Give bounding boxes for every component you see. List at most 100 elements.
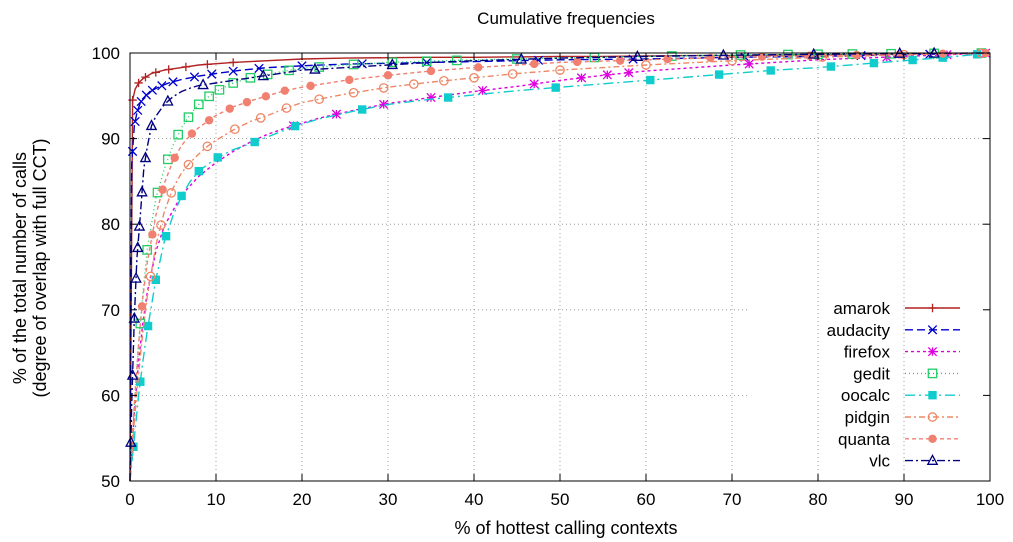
- x-tick-label: 20: [293, 490, 312, 509]
- data-point-quanta: [852, 50, 861, 60]
- x-axis-label: % of hottest calling contexts: [454, 518, 677, 538]
- legend-label: vlc: [869, 452, 890, 471]
- data-point-quanta: [225, 104, 234, 113]
- data-point-quanta: [426, 66, 436, 76]
- legend-entry-oocalc: oocalc: [841, 386, 960, 405]
- y-tick-label: 60: [101, 386, 120, 405]
- data-point-firefox: [426, 92, 436, 103]
- y-axis-label: % of the total number of calls: [10, 152, 30, 384]
- data-point-amarok: [181, 62, 191, 72]
- data-point-vlc: [131, 241, 144, 253]
- data-point-oocalc: [869, 58, 879, 68]
- legend-marker: [928, 434, 937, 443]
- data-point-pidgin: [166, 188, 177, 198]
- data-point-oocalc: [161, 231, 171, 241]
- data-point-audacity: [136, 96, 146, 107]
- data-point-gedit: [193, 99, 204, 110]
- chart-title: Cumulative frequencies: [477, 9, 655, 28]
- data-point-oocalc: [250, 137, 259, 147]
- legend-entry-gedit: gedit: [853, 364, 960, 383]
- data-point-quanta: [474, 63, 483, 72]
- data-point-firefox: [529, 79, 539, 89]
- data-point-audacity: [141, 90, 151, 100]
- data-point-gedit: [451, 55, 462, 66]
- series-pidgin: [129, 48, 991, 482]
- data-point-pidgin: [555, 65, 565, 75]
- data-point-gedit: [284, 65, 294, 76]
- data-point-oocalc: [143, 321, 153, 331]
- data-point-vlc: [309, 62, 321, 74]
- data-point-quanta: [663, 55, 672, 64]
- data-point-pidgin: [281, 103, 292, 113]
- data-point-audacity: [168, 77, 178, 87]
- data-point-firefox: [942, 50, 952, 60]
- data-point-quanta: [170, 153, 179, 162]
- data-point-pidgin: [469, 72, 479, 83]
- legend-entry-vlc: vlc: [869, 452, 960, 471]
- data-point-gedit: [183, 112, 194, 123]
- data-point-audacity: [130, 116, 140, 127]
- data-point-pidgin: [314, 94, 325, 105]
- x-tick-label: 70: [723, 490, 742, 509]
- data-point-vlc: [807, 47, 820, 59]
- data-point-pidgin: [507, 69, 518, 79]
- legend-marker: [928, 391, 937, 400]
- data-point-gedit: [214, 84, 225, 95]
- y-tick-label: 70: [101, 301, 120, 320]
- data-point-amarok: [203, 60, 212, 69]
- legend-entry-pidgin: pidgin: [845, 408, 960, 427]
- data-point-quanta: [530, 59, 539, 69]
- data-point-vlc: [631, 50, 644, 61]
- data-point-oocalc: [646, 75, 655, 85]
- data-point-oocalc: [290, 121, 300, 131]
- data-point-quanta: [158, 185, 167, 194]
- data-point-pidgin: [641, 60, 651, 70]
- data-point-audacity: [254, 63, 264, 74]
- legend-marker: [927, 346, 938, 357]
- data-point-oocalc: [444, 93, 453, 102]
- axis-ticks: 0 10 20 30 40 50 60 70 80 90 100 50 60 70 80 90 100: [92, 44, 1005, 509]
- series-line-pidgin: [129, 52, 991, 482]
- data-point-firefox: [744, 59, 754, 69]
- x-tick-label: 80: [809, 490, 828, 509]
- data-point-pidgin: [439, 75, 449, 86]
- data-point-amarok: [229, 58, 238, 67]
- data-point-vlc: [386, 58, 399, 70]
- data-point-firefox: [624, 68, 634, 78]
- data-point-quanta: [280, 86, 289, 95]
- data-point-firefox: [477, 85, 488, 96]
- x-tick-label: 40: [465, 490, 484, 509]
- y-axis-label-secondary: (degree of overlap with full CCT): [30, 138, 50, 397]
- data-point-quanta: [306, 81, 315, 91]
- data-point-oocalc: [826, 62, 836, 71]
- data-point-oocalc: [136, 377, 145, 386]
- data-point-audacity: [133, 105, 143, 116]
- x-tick-label: 100: [976, 490, 1004, 509]
- x-tick-label: 90: [895, 490, 914, 509]
- series-oocalc: [129, 50, 991, 482]
- data-point-oocalc: [213, 153, 222, 162]
- data-point-audacity: [207, 69, 217, 79]
- data-point-quanta: [204, 116, 214, 125]
- legend-label: firefox: [844, 343, 891, 362]
- data-point-pidgin: [230, 124, 240, 135]
- data-point-vlc: [162, 94, 174, 106]
- data-point-quanta: [261, 92, 271, 101]
- grid: [130, 53, 990, 481]
- data-point-gedit: [142, 245, 153, 255]
- series-line-audacity: [129, 52, 991, 482]
- legend-label: quanta: [838, 430, 891, 449]
- data-point-quanta: [345, 75, 354, 85]
- plot-area: [125, 46, 991, 482]
- legend-entry-quanta: quanta: [838, 430, 960, 449]
- data-point-pidgin: [255, 113, 266, 123]
- data-point-oocalc: [714, 70, 724, 79]
- legend-marker: [926, 454, 939, 465]
- data-point-quanta: [137, 302, 147, 311]
- data-point-quanta: [148, 230, 157, 239]
- data-point-vlc: [145, 119, 158, 131]
- data-point-vlc: [717, 48, 730, 60]
- data-point-amarok: [151, 68, 160, 77]
- x-tick-label: 0: [125, 490, 134, 509]
